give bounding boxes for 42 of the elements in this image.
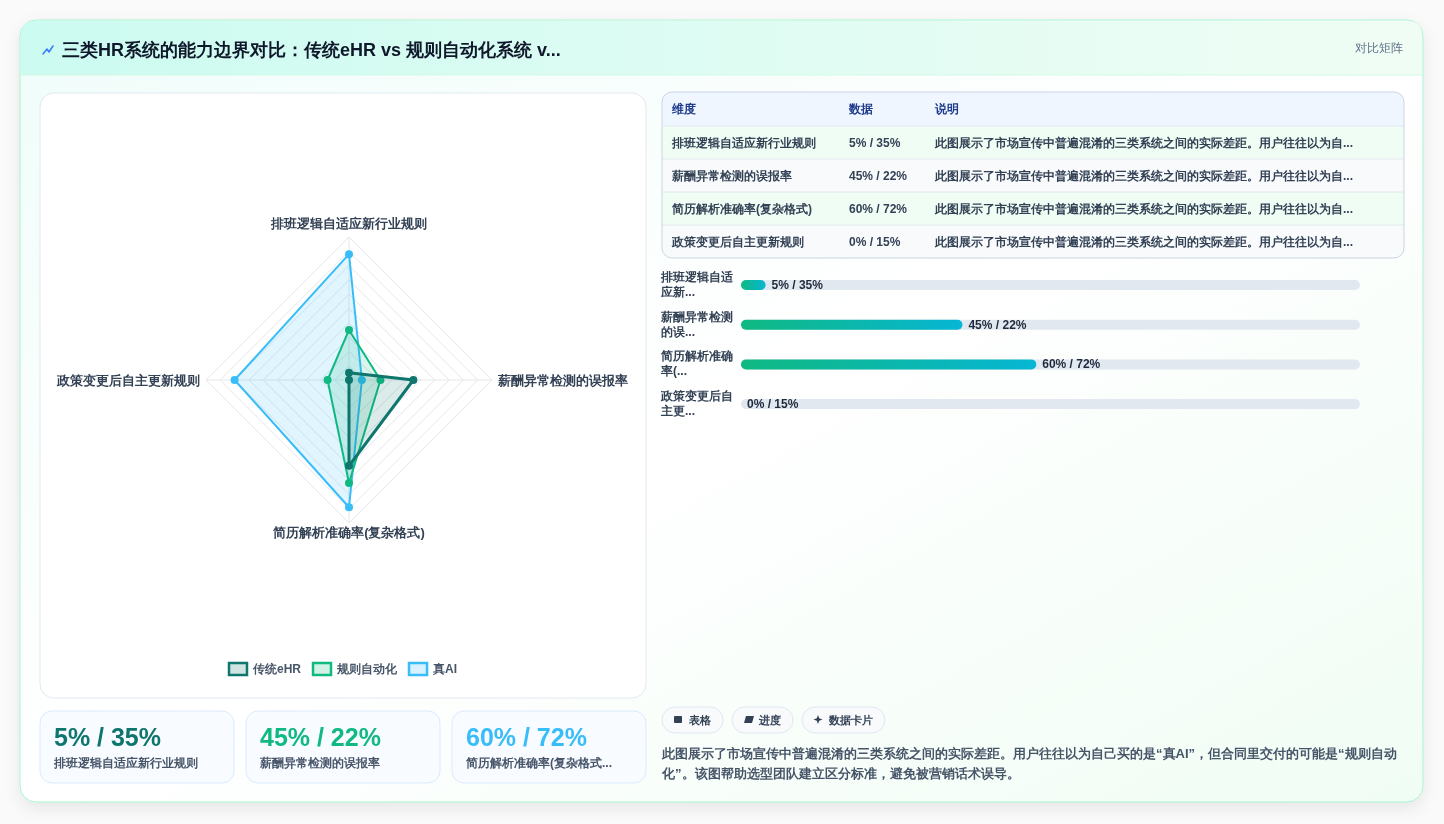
text: 45% / 22% [849, 168, 908, 183]
text: 0% / 15% [849, 234, 901, 249]
text: 此图展示了市场宣传中普遍混淆的三类系统之间的实际差距。用户往往以为自己买的是“真AI”，但合同里交付的可能是“规则自动化”。该图帮助选型团队建立区分标准，避免被营销话术误导。 [661, 746, 1397, 781]
text: 60% / 72% [466, 723, 587, 751]
text: 60% / 72% [849, 201, 908, 216]
text: 此图展示了市场宣传中普遍混淆的三类系统之间的实际差距。用户往往以为自... [935, 135, 1354, 150]
legend-label: 传统eHR [251, 662, 302, 676]
data-label: 60% / 72% [1042, 357, 1101, 372]
text: 5% / 35% [849, 135, 901, 150]
category-label: 简历解析准确率(复杂格式... [465, 756, 612, 770]
y-tick-label: 薪酬异常检测的误... [660, 309, 733, 339]
text: 45% / 22% [260, 723, 381, 751]
data-label: 0% / 15% [747, 397, 799, 412]
legend-label: 真AI [432, 662, 458, 676]
y-tick-label: 简历解析准确率(... [660, 349, 733, 379]
chart-title: 三类HR系统的能力边界对比：传统eHR vs 规则自动化系统 v... [62, 40, 561, 60]
legend-label: 规则自动化 [336, 662, 399, 676]
data-label: 5% / 35% [771, 278, 824, 292]
data-label: 45% / 22% [968, 317, 1027, 332]
text: 此图展示了市场宣传中普遍混淆的三类系统之间的实际差距。用户往往以为自... [935, 234, 1354, 249]
text: 进度 [758, 714, 781, 726]
category-label: 排班逻辑自适应新行业规则 [53, 756, 198, 770]
category-label: 说明 [934, 102, 959, 116]
spoke-label: 排班逻辑自适应新行业规则 [270, 216, 427, 231]
category-label: 薪酬异常检测的误报率 [259, 756, 380, 770]
spoke-label: 简历解析准确率(复杂格式) [272, 524, 425, 540]
text: 表格 [688, 714, 712, 726]
text: 此图展示了市场宣传中普遍混淆的三类系统之间的实际差距。用户往往以为自... [935, 201, 1354, 216]
text: 政策变更后自主更新规则 [672, 234, 804, 249]
text: 对比矩阵 [1355, 41, 1403, 55]
text: 5% / 35% [54, 723, 162, 751]
text: 排班逻辑自适应新行业规则 [672, 135, 816, 150]
y-tick-label: 政策变更后自主更... [660, 389, 733, 419]
spoke-label: 政策变更后自主更新规则 [56, 372, 200, 388]
y-tick-label: 排班逻辑自适应新... [660, 270, 734, 299]
category-label: 维度 [671, 102, 696, 116]
text: 此图展示了市场宣传中普遍混淆的三类系统之间的实际差距。用户往往以为自... [935, 168, 1354, 183]
text: 简历解析准确率(复杂格式) [672, 201, 812, 216]
category-label: 数据 [848, 102, 873, 116]
text: 数据卡片 [828, 714, 873, 726]
text: 薪酬异常检测的误报率 [672, 168, 792, 183]
spoke-label: 薪酬异常检测的误报率 [497, 372, 628, 388]
